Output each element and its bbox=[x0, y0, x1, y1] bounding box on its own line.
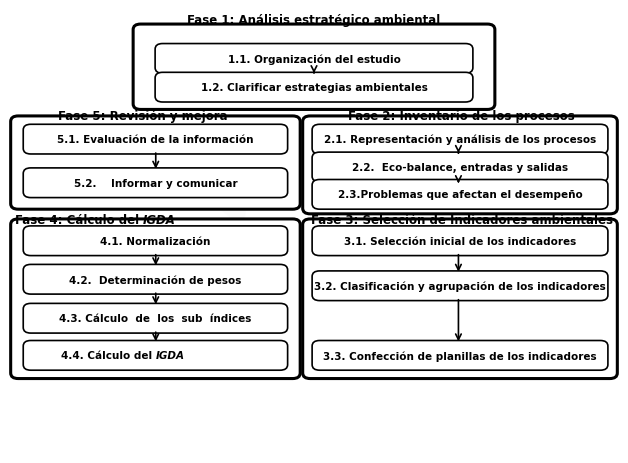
Text: 3.2. Clasificación y agrupación de los indicadores: 3.2. Clasificación y agrupación de los i… bbox=[314, 281, 606, 291]
Text: IGDA: IGDA bbox=[156, 350, 185, 361]
FancyBboxPatch shape bbox=[312, 153, 608, 182]
Text: 5.2.    Informar y comunicar: 5.2. Informar y comunicar bbox=[73, 178, 237, 188]
FancyBboxPatch shape bbox=[11, 219, 300, 379]
FancyBboxPatch shape bbox=[312, 180, 608, 210]
FancyBboxPatch shape bbox=[11, 117, 300, 210]
Text: 1.1. Organización del estudio: 1.1. Organización del estudio bbox=[227, 54, 401, 64]
Text: Fase 4: Cálculo del: Fase 4: Cálculo del bbox=[15, 213, 143, 226]
Text: 3.1. Selección inicial de los indicadores: 3.1. Selección inicial de los indicadore… bbox=[344, 236, 576, 246]
Text: 2.1. Representación y análisis de los procesos: 2.1. Representación y análisis de los pr… bbox=[324, 135, 596, 145]
FancyBboxPatch shape bbox=[23, 125, 288, 155]
Text: 2.2.  Eco-balance, entradas y salidas: 2.2. Eco-balance, entradas y salidas bbox=[352, 163, 568, 173]
FancyBboxPatch shape bbox=[303, 219, 617, 379]
Text: Fase 1: Análisis estratégico ambiental: Fase 1: Análisis estratégico ambiental bbox=[187, 14, 441, 27]
FancyBboxPatch shape bbox=[312, 271, 608, 301]
FancyBboxPatch shape bbox=[312, 341, 608, 370]
FancyBboxPatch shape bbox=[23, 265, 288, 294]
Text: 4.4. Cálculo del: 4.4. Cálculo del bbox=[61, 350, 156, 361]
Text: 4.3. Cálculo  de  los  sub  índices: 4.3. Cálculo de los sub índices bbox=[59, 313, 252, 324]
Text: IGDA: IGDA bbox=[143, 213, 176, 226]
FancyBboxPatch shape bbox=[155, 44, 473, 74]
FancyBboxPatch shape bbox=[23, 341, 288, 370]
Text: 2.3.Problemas que afectan el desempeño: 2.3.Problemas que afectan el desempeño bbox=[338, 190, 582, 200]
Text: Fase 5: Revisión y mejora: Fase 5: Revisión y mejora bbox=[58, 110, 228, 123]
FancyBboxPatch shape bbox=[23, 304, 288, 333]
Text: 4.2.  Determinación de pesos: 4.2. Determinación de pesos bbox=[69, 275, 242, 285]
Text: Fase 2: Inventario de los procesos: Fase 2: Inventario de los procesos bbox=[348, 110, 575, 123]
Text: Fase 3: Selección de Indicadores ambientales: Fase 3: Selección de Indicadores ambient… bbox=[311, 213, 612, 226]
FancyBboxPatch shape bbox=[133, 25, 495, 110]
FancyBboxPatch shape bbox=[303, 117, 617, 214]
FancyBboxPatch shape bbox=[23, 226, 288, 256]
FancyBboxPatch shape bbox=[23, 169, 288, 198]
Text: 3.3. Confección de planillas de los indicadores: 3.3. Confección de planillas de los indi… bbox=[323, 350, 597, 361]
Text: 4.1. Normalización: 4.1. Normalización bbox=[100, 236, 210, 246]
Text: 1.2. Clarificar estrategias ambientales: 1.2. Clarificar estrategias ambientales bbox=[200, 83, 428, 93]
FancyBboxPatch shape bbox=[155, 73, 473, 103]
Text: 5.1. Evaluación de la información: 5.1. Evaluación de la información bbox=[57, 135, 254, 145]
FancyBboxPatch shape bbox=[312, 226, 608, 256]
FancyBboxPatch shape bbox=[312, 125, 608, 155]
